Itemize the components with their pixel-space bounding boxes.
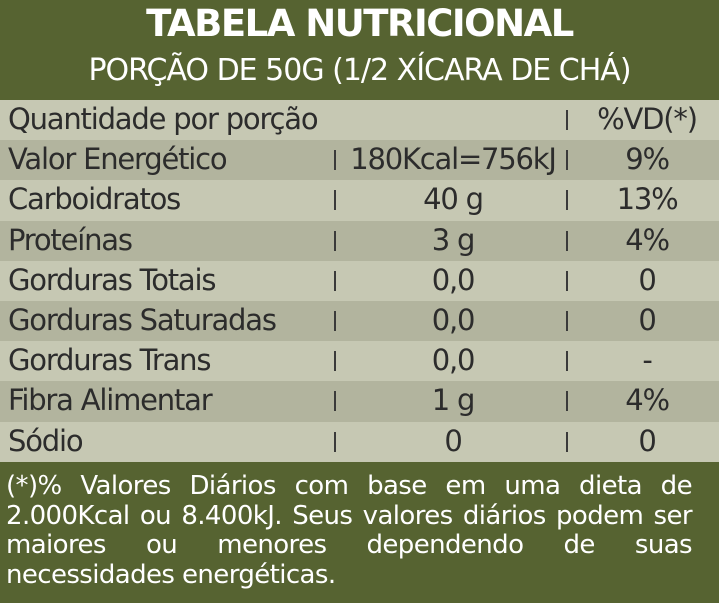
nutrient-quantity: 180Kcal=756kJ [350, 142, 557, 177]
nutrient-name: Valor Energético [8, 142, 228, 177]
nutrient-vd: 0 [638, 302, 656, 337]
table-row: Proteínas 3 g 4% [0, 220, 719, 261]
nutrient-quantity: 3 g [431, 222, 476, 257]
nutrient-name: Fibra Alimentar [8, 383, 213, 418]
nutrient-quantity: 0,0 [431, 262, 476, 297]
nutrient-vd: 9% [625, 142, 670, 177]
column-divider [334, 310, 336, 331]
table-row: Valor Energético 180Kcal=756kJ 9% [0, 140, 719, 181]
table-header-row: Quantidade por porção %VD(*) [0, 100, 719, 141]
table-row: Gorduras Totais 0,0 0 [0, 260, 719, 301]
nutrient-quantity: 1 g [431, 383, 476, 418]
column-divider [334, 391, 336, 412]
nutrient-name: Carboidratos [8, 182, 181, 217]
column-divider [334, 351, 336, 372]
nutrient-name: Gorduras Trans [8, 343, 211, 378]
nutrient-quantity: 0 [444, 423, 462, 458]
column-divider [566, 431, 568, 452]
nutrient-vd: 4% [625, 383, 670, 418]
nutrient-vd: - [642, 343, 652, 378]
column-divider [334, 150, 336, 171]
nutrient-vd: 0 [638, 423, 656, 458]
daily-values-note: (*)% Valores Diários com base em uma die… [6, 471, 693, 590]
column-divider [566, 150, 568, 171]
nutrient-vd: 13% [616, 182, 679, 217]
table-row: Gorduras Saturadas 0,0 0 [0, 300, 719, 342]
nutrient-name: Sódio [8, 423, 84, 458]
table-row: Gorduras Trans 0,0 - [0, 341, 719, 382]
nutrition-table: Quantidade por porção %VD(*) Valor Energ… [0, 100, 719, 462]
column-divider [334, 431, 336, 452]
column-divider [566, 270, 568, 291]
nutrient-name: Gorduras Saturadas [8, 302, 277, 337]
column-divider [566, 351, 568, 372]
table-title: TABELA NUTRICIONAL [146, 2, 574, 45]
nutrient-quantity: 0,0 [431, 302, 476, 337]
table-header: TABELA NUTRICIONAL PORÇÃO DE 50G (1/2 XÍ… [0, 0, 719, 100]
nutrient-name: Gorduras Totais [8, 262, 216, 297]
table-row: Sódio 0 0 [0, 421, 719, 462]
table-row: Fibra Alimentar 1 g 4% [0, 381, 719, 422]
column-divider [566, 190, 568, 211]
column-divider [566, 230, 568, 251]
column-divider [566, 391, 568, 412]
table-row: Carboidratos 40 g 13% [0, 180, 719, 221]
nutrient-name: Proteínas [8, 222, 133, 257]
vd-header: %VD(*) [597, 102, 698, 136]
column-divider [334, 230, 336, 251]
column-divider [334, 270, 336, 291]
quantity-per-serving-label: Quantidade por porção [8, 102, 319, 136]
serving-size: PORÇÃO DE 50G (1/2 XÍCARA DE CHÁ) [88, 53, 631, 88]
nutrient-vd: 0 [638, 262, 656, 297]
nutrient-vd: 4% [625, 222, 670, 257]
nutrient-quantity: 40 g [423, 182, 484, 217]
table-footer: (*)% Valores Diários com base em uma die… [0, 462, 719, 603]
column-divider [566, 110, 568, 130]
column-divider [566, 310, 568, 331]
nutrient-quantity: 0,0 [431, 343, 476, 378]
column-divider [334, 190, 336, 211]
